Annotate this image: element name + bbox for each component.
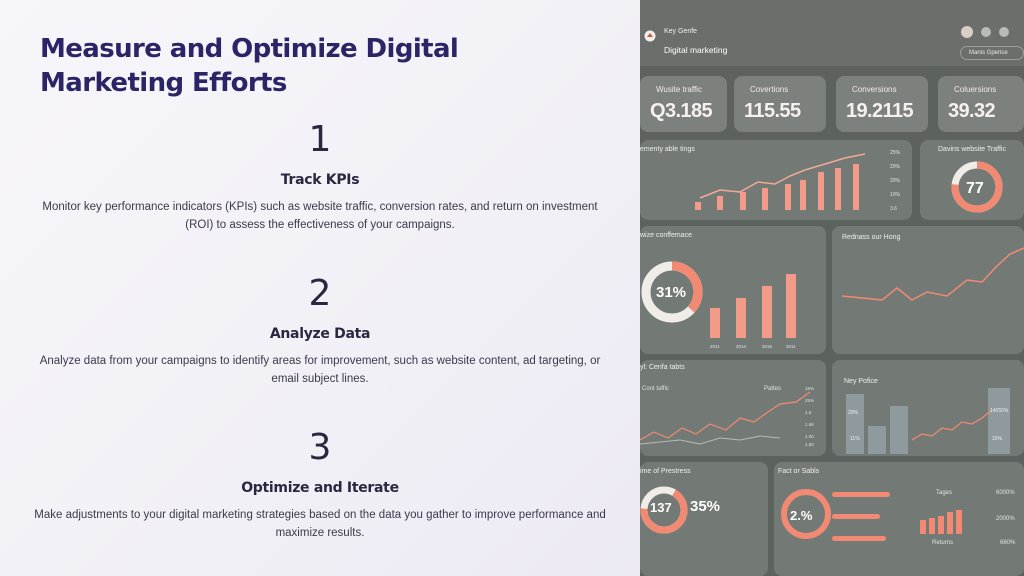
traffic-chart: 25% 20% 20% 10% 3.6 [695,150,901,212]
card-title: Fact or Sabls [778,468,820,475]
card-title: ementy able tings [640,146,695,153]
donut-value: 77 [966,180,984,197]
svg-text:2011: 2011 [710,344,720,349]
key-police-chart: 20% 11% 14055% 15% [846,388,1010,454]
svg-text:2014: 2014 [736,344,747,349]
traffic-line-chart: 15% 25% 1.8 1.65 1.00 1.50 [640,386,814,447]
menu-pill[interactable]: Manis Gperice [960,46,1024,60]
svg-text:14055%: 14055% [990,408,1009,414]
fact-donut [781,489,831,539]
svg-text:15%: 15% [805,386,814,391]
step-description: Monitor key performance indicators (KPIs… [42,201,598,231]
prestress-donut [640,486,688,534]
kpi-value: 19.2115 [846,100,914,122]
app-name: Digital marketing [664,45,728,55]
kpi-value: 115.55 [744,100,801,122]
card-title: Davins website Traffic [938,146,1006,153]
prestress-card: ime of Prestress 137 35% [640,462,768,576]
fact-bar [832,514,880,519]
app-label: Key Genfe [664,28,698,35]
returns-percent: 660% [1000,540,1016,546]
kpi-label: Wusite traffic [656,85,702,94]
svg-text:15%: 15% [992,436,1003,442]
svg-text:25%: 25% [890,150,901,156]
svg-text:3.6: 3.6 [890,206,897,212]
svg-text:20%: 20% [890,178,901,184]
svg-text:11%: 11% [850,436,860,442]
tages-percent: 6000% [996,490,1015,496]
kpi-value: 39.32 [948,100,996,122]
step-3: 3 Optimize and Iterate Make adjustments … [30,428,610,542]
kpi-card: Conversions 19.2115 [836,76,928,132]
svg-text:20%: 20% [848,410,859,416]
logo-icon [644,30,656,42]
returns-label: Returns [932,540,954,546]
svg-text:10%: 10% [890,192,901,198]
slide-text-panel: Measure and Optimize Digital Marketing E… [0,0,640,576]
kpi-label: Covertions [750,85,789,94]
fact-table-card: Fact or Sabls 2.% Tages Returns 6000% 20… [774,462,1024,576]
conversion-card: wize conffemace 31% 2011 2014 2015 2011 [640,226,826,354]
step-number: 2 [308,273,332,314]
step-heading: Analyze Data [269,326,371,342]
donut-chart [951,161,1003,213]
card-title: Ney Pofice [844,378,878,385]
step-description: Make adjustments to your digital marketi… [34,509,606,539]
step-heading: Optimize and Iterate [241,480,399,496]
svg-text:1.00: 1.00 [805,434,814,439]
kpi-card: Wusite traffic Q3.185 [640,76,727,132]
slide-title: Measure and Optimize Digital Marketing E… [40,34,459,98]
cont-traffic-label: Cont taffic [642,386,669,392]
step-number: 1 [308,119,332,160]
tages-label: Tages [936,490,953,496]
user-avatars-icon [961,26,1009,38]
svg-text:2011: 2011 [786,344,796,349]
kpi-card: Covertions 115.55 [734,76,826,132]
card-title: ime of Prestress [640,468,691,475]
svg-text:1.65: 1.65 [805,422,814,427]
step-2: 2 Analyze Data Analyze data from your ca… [30,274,610,388]
line-chart-card: Rednass our Hong [832,226,1024,354]
prestress-percent: 35% [690,498,721,515]
kpi-label: Coluersions [954,85,997,94]
fact-bar [832,492,890,497]
kpi-value: Q3.185 [650,100,713,122]
traffic-chart-card: ementy able tings 25% 20% 20% 10% 3.6 [640,140,912,220]
kpi-card: Coluersions 39.32 [938,76,1024,132]
svg-text:2015: 2015 [762,344,773,349]
tages-bars [920,510,962,534]
traffic-tabs-card: yl: Cenfa tabts Cont taffic Pattes 15% 25… [640,360,826,456]
step-description: Analyze data from your campaigns to iden… [39,355,601,385]
line-chart [841,247,1024,301]
card-title: Rednass our Hong [842,234,901,241]
step-number: 3 [308,427,332,468]
conversion-donut [641,261,703,323]
svg-text:1.8: 1.8 [805,410,812,415]
fact-bar [832,536,886,541]
svg-text:25%: 25% [805,398,814,403]
kpi-label: Conversions [852,85,897,94]
donut-value: 31% [656,284,687,301]
website-traffic-card: Davins website Traffic 77 [920,140,1024,220]
pattern-label: Pattes [764,386,782,392]
svg-text:1.50: 1.50 [805,442,814,447]
fact-value: 2.% [790,508,813,523]
card-title: wize conffemace [640,232,693,239]
mid-percent: 2000% [996,516,1015,522]
key-police-card: Ney Pofice 20% 11% 14055% 15% [832,360,1024,456]
svg-text:20%: 20% [890,164,901,170]
dashboard-image: Key Genfe Digital marketing Manis Gperic… [640,0,1024,576]
card-title: yl: Cenfa tabts [640,364,685,371]
conversion-bars: 2011 2014 2015 2011 [710,274,796,349]
prestress-value: 137 [650,500,672,515]
step-heading: Track KPIs [280,172,360,188]
step-1: 1 Track KPIs Monitor key performance ind… [30,120,610,234]
